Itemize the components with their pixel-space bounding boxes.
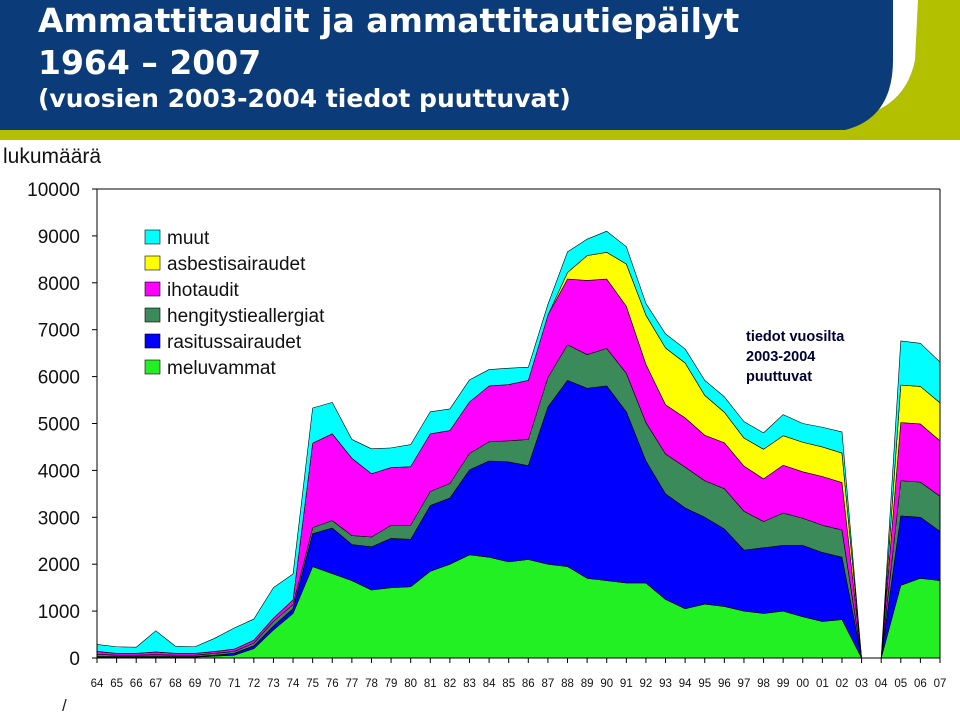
x-tick-label: 93: [659, 678, 672, 690]
y-tick-label: 9000: [38, 227, 80, 248]
banner-background: [0, 0, 960, 140]
annotation-line: tiedot vuosilta: [746, 329, 845, 345]
y-axis-label: lukumäärä: [3, 145, 102, 168]
x-tick-label: 02: [836, 678, 849, 690]
x-tick-label: 67: [149, 678, 162, 690]
x-tick-label: 66: [130, 678, 143, 690]
x-tick-label: 07: [934, 678, 947, 690]
x-tick-label: 79: [385, 678, 398, 690]
y-tick-label: 2000: [38, 555, 80, 576]
x-tick-label: 70: [208, 678, 221, 690]
x-tick-label: 95: [698, 678, 711, 690]
x-tick-label: 75: [306, 678, 319, 690]
x-tick-label: 81: [424, 678, 437, 690]
legend-swatch-rasitussairaudet: [144, 333, 161, 349]
y-tick-label: 1000: [38, 602, 80, 623]
x-tick-label: 03: [855, 678, 868, 690]
x-tick-label: 73: [267, 678, 280, 690]
legend-label-muut: muut: [167, 228, 210, 249]
x-tick-label: 98: [757, 678, 770, 690]
x-tick-label: 92: [640, 678, 653, 690]
legend-swatch-muut: [144, 229, 161, 245]
legend-label-asbestisairaudet: asbestisairaudet: [167, 254, 306, 275]
legend-label-hengitystieallergiat: hengitystieallergiat: [167, 306, 325, 327]
y-tick-label: 10000: [27, 180, 80, 201]
x-tick-label: 00: [796, 678, 809, 690]
annotation-line: puuttuvat: [746, 369, 812, 385]
annotation-line: 2003-2004: [746, 349, 815, 365]
x-tick-label: 84: [483, 678, 496, 690]
x-tick-label: 91: [620, 678, 633, 690]
legend-label-meluvammat: meluvammat: [167, 358, 276, 379]
x-tick-label: 89: [581, 678, 594, 690]
legend-label-ihotaudit: ihotaudit: [167, 280, 240, 301]
legend-swatch-hengitystieallergiat: [144, 307, 161, 323]
x-tick-label: 76: [326, 678, 339, 690]
x-tick-label: 94: [679, 678, 692, 690]
x-tick-label: 69: [189, 678, 202, 690]
x-tick-label: 01: [816, 678, 829, 690]
legend-swatch-meluvammat: [144, 359, 161, 375]
title-line-2: 1964 – 2007: [38, 43, 262, 82]
x-tick-label: 06: [914, 678, 927, 690]
y-tick-label: 4000: [38, 461, 80, 482]
x-tick-label: 86: [522, 678, 535, 690]
x-tick-label: 78: [365, 678, 378, 690]
x-tick-label: 99: [777, 678, 790, 690]
x-tick-label: 77: [345, 678, 358, 690]
x-tick-label: 68: [169, 678, 182, 690]
y-tick-label: 8000: [38, 274, 80, 295]
x-tick-label: 87: [542, 678, 555, 690]
x-tick-label: 71: [228, 678, 241, 690]
banner-blue-shape: [0, 0, 893, 130]
subtitle: (vuosien 2003-2004 tiedot puuttuvat): [38, 84, 571, 113]
x-tick-label: 90: [600, 678, 613, 690]
y-tick-label: 6000: [38, 368, 80, 389]
title-line-1: Ammattitaudit ja ammattitautiepäilyt: [38, 1, 740, 40]
x-tick-label: 65: [110, 678, 123, 690]
y-tick-label: 3000: [38, 508, 80, 529]
x-tick-label: 80: [404, 678, 417, 690]
x-tick-label: 64: [91, 678, 104, 690]
x-tick-label: 05: [894, 678, 907, 690]
x-tick-label: 85: [502, 678, 515, 690]
legend-swatch-asbestisairaudet: [144, 255, 161, 271]
x-tick-label: 96: [718, 678, 731, 690]
x-tick-label: 82: [443, 678, 456, 690]
x-tick-label: 88: [561, 678, 574, 690]
x-tick-label: 74: [287, 678, 300, 690]
footer-mark: /: [62, 696, 67, 715]
x-tick-label: 97: [738, 678, 751, 690]
title-banner: Ammattitaudit ja ammattitautiepäilyt 196…: [0, 0, 960, 140]
x-tick-label: 83: [463, 678, 476, 690]
x-tick-label: 72: [247, 678, 260, 690]
y-tick-label: 5000: [38, 415, 80, 436]
legend-swatch-ihotaudit: [144, 281, 161, 297]
x-tick-label: 04: [875, 678, 888, 690]
y-tick-label: 0: [69, 649, 80, 670]
y-tick-label: 7000: [38, 321, 80, 342]
legend-label-rasitussairaudet: rasitussairaudet: [167, 332, 302, 353]
